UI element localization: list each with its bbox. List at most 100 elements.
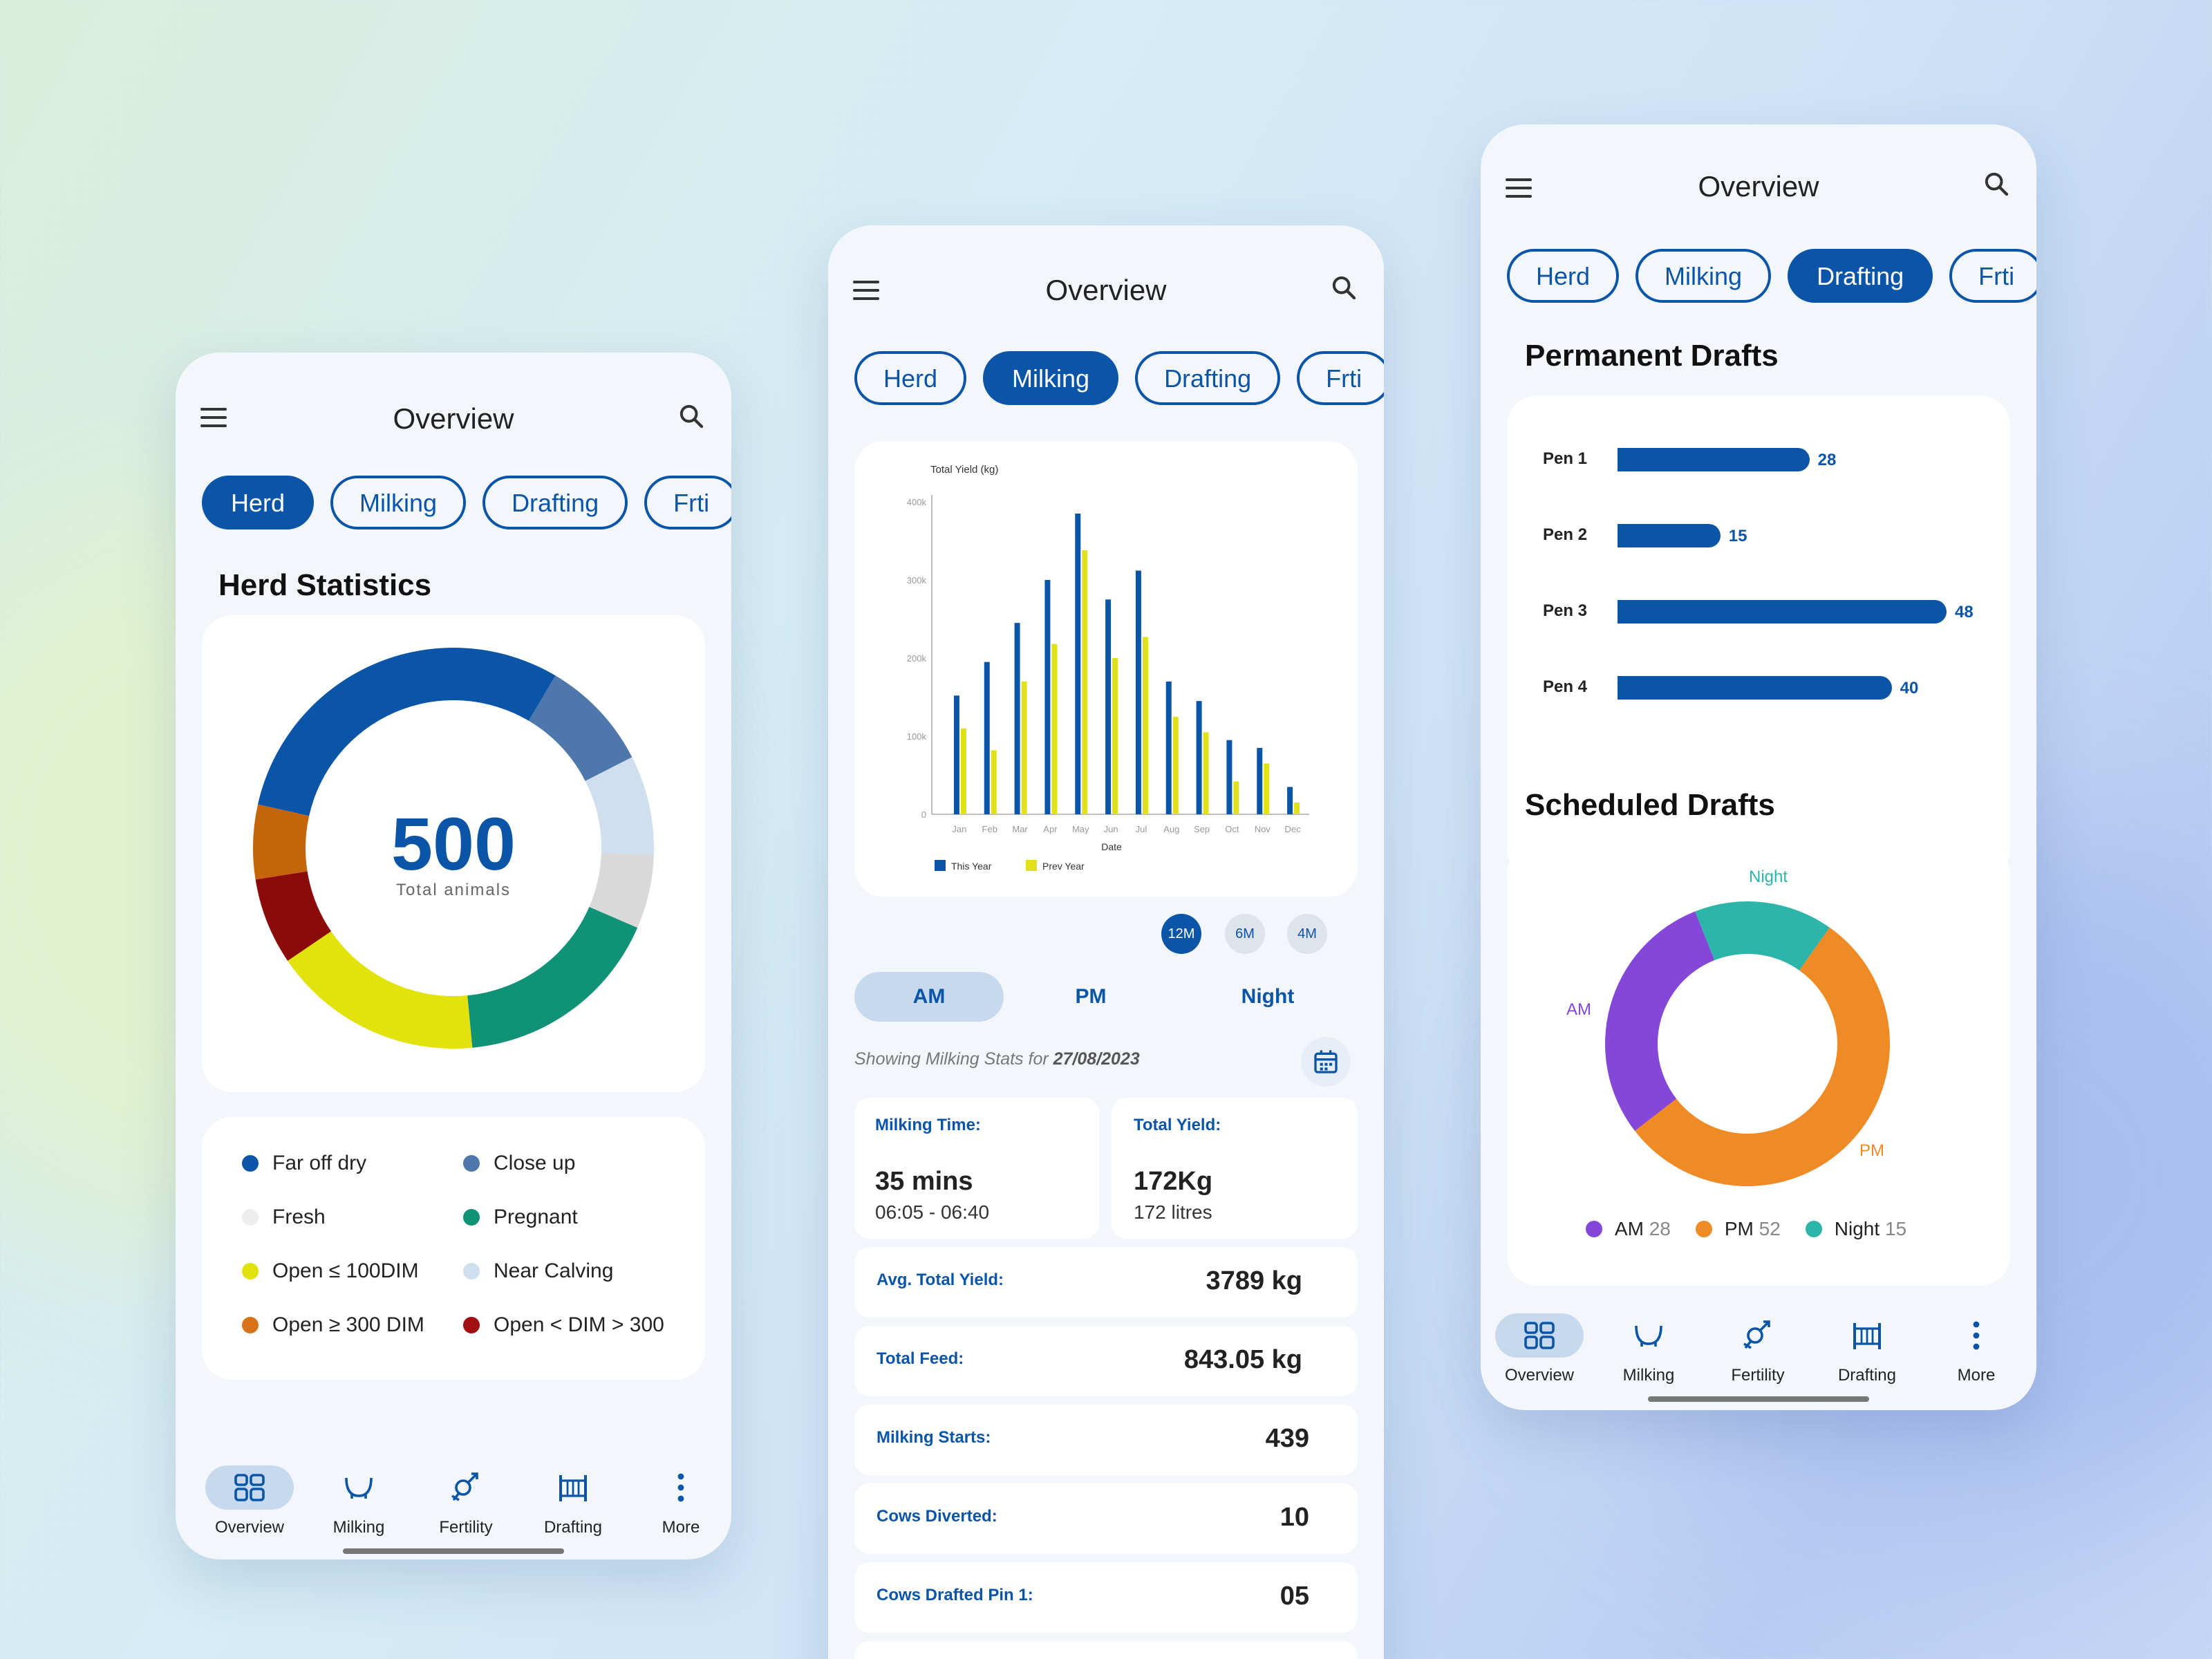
yield-bar [1135, 570, 1141, 814]
legend-label: AM [1614, 1218, 1649, 1239]
pen-bar [1618, 448, 1810, 471]
scheduled-donut-segment [1635, 927, 1890, 1186]
calendar-button[interactable] [1301, 1037, 1351, 1087]
yield-bar [953, 695, 959, 814]
legend-dot-icon [242, 1209, 259, 1226]
legend-label: PM [1724, 1218, 1759, 1239]
period-12m-button[interactable]: 12M [1161, 914, 1201, 954]
tab-herd[interactable]: Herd [854, 351, 967, 405]
x-tick-label: Feb [982, 824, 997, 834]
tab-drafting[interactable]: Drafting [1135, 351, 1281, 405]
total-animals-value: 500 [391, 802, 516, 885]
permanent-drafts-card: Pen 1 28 Pen 2 15 Pen 3 48 Pen 4 40 [1507, 395, 2010, 879]
nav-label: Overview [214, 1518, 285, 1537]
stat-row-value: 10 [1280, 1503, 1309, 1532]
nav-drafting[interactable]: Drafting [521, 1465, 625, 1537]
pen-bar [1618, 676, 1892, 700]
herd-donut-chart [253, 647, 654, 1049]
yield-bar [960, 728, 966, 814]
yield-bar [1257, 747, 1263, 814]
legend-value: 52 [1759, 1218, 1781, 1239]
tab-fertility[interactable]: Frti [1949, 249, 2036, 303]
x-tick-label: Oct [1225, 824, 1239, 834]
stat-row-label: Cows Drafted Pin 1: [877, 1586, 1033, 1604]
legend-item: Near Calving [463, 1259, 613, 1283]
stat-row-label: Avg. Total Yield: [877, 1271, 1004, 1289]
page-title: Overview [1698, 170, 1819, 203]
search-icon[interactable] [1983, 170, 2010, 198]
total-yield-card: Total Yield: 172Kg 172 litres [1112, 1098, 1358, 1239]
tab-milking[interactable]: Milking [983, 351, 1119, 405]
tab-drafting[interactable]: Drafting [482, 476, 628, 529]
legend-dot-icon [463, 1263, 480, 1280]
legend-dot-icon [463, 1209, 480, 1226]
phone-drafting: Overview Herd Milking Drafting Frti Permane… [1481, 124, 2036, 1410]
yield-bar [1203, 732, 1209, 814]
yield-bar [1021, 681, 1027, 814]
nav-label: More [1957, 1366, 1996, 1385]
tab-milking[interactable]: Milking [330, 476, 467, 529]
menu-icon[interactable] [200, 408, 227, 427]
legend-item: Open ≥ 300 DIM [242, 1313, 424, 1337]
pen-label: Pen 2 [1543, 525, 1588, 544]
yield-bar [1287, 787, 1293, 814]
yield-bar [1172, 716, 1179, 814]
tab-bar: Herd Milking Drafting Frti [854, 351, 1384, 405]
period-4m-button[interactable]: 4M [1287, 914, 1327, 954]
tab-fertility[interactable]: Frti [644, 476, 731, 529]
x-tick-label: Apr [1043, 824, 1058, 834]
nav-more[interactable]: More [1924, 1313, 2028, 1385]
x-tick-label: Jan [952, 824, 966, 834]
menu-icon[interactable] [853, 281, 879, 300]
nav-more[interactable]: More [629, 1465, 731, 1537]
nav-milking[interactable]: Milking [1597, 1313, 1700, 1385]
bottom-nav: Overview Milking Fertility Drafting More [176, 1465, 731, 1559]
grid-icon [234, 1474, 265, 1501]
permanent-drafts-chart: Pen 1 28 Pen 2 15 Pen 3 48 Pen 4 40 [1507, 395, 2010, 879]
nav-fertility[interactable]: Fertility [1706, 1313, 1810, 1385]
yield-bar [1105, 599, 1112, 814]
total-yield-label: Total Yield: [1134, 1116, 1221, 1134]
y-tick-label: 400k [907, 497, 927, 507]
milking-time-label: Milking Time: [875, 1116, 981, 1134]
herd-donut-segment [257, 647, 556, 816]
nav-label: Drafting [543, 1518, 603, 1537]
legend-dot-icon [463, 1155, 480, 1172]
search-icon[interactable] [677, 402, 705, 430]
segment-am[interactable]: AM [854, 972, 1004, 1022]
udder-icon [345, 1477, 373, 1499]
legend-value: 28 [1649, 1218, 1671, 1239]
tab-herd[interactable]: Herd [202, 476, 315, 529]
legend-dot-icon [1805, 1221, 1822, 1237]
y-tick-label: 200k [907, 653, 927, 664]
tab-drafting[interactable]: Drafting [1788, 249, 1933, 303]
x-tick-label: Sep [1194, 824, 1210, 834]
nav-fertility[interactable]: Fertility [414, 1465, 518, 1537]
tab-fertility[interactable]: Frti [1297, 351, 1384, 405]
herd-legend-card: Far off dry Close up Fresh Pregnant Open… [202, 1117, 705, 1380]
search-icon[interactable] [1330, 274, 1358, 301]
segment-night[interactable]: Night [1241, 985, 1295, 1008]
legend-swatch [1026, 860, 1037, 871]
stat-row-label: Milking Starts: [877, 1428, 991, 1447]
app-bar: Overview [828, 249, 1384, 332]
pen-bar [1618, 600, 1947, 624]
nav-label: Drafting [1837, 1366, 1897, 1385]
tab-bar: Herd Milking Drafting Frti [1507, 249, 2036, 303]
x-tick-label: Mar [1012, 824, 1028, 834]
nav-overview[interactable]: Overview [198, 1465, 301, 1537]
nav-milking[interactable]: Milking [307, 1465, 411, 1537]
segment-pm[interactable]: PM [1075, 985, 1107, 1008]
legend-dot-icon [463, 1317, 480, 1333]
nav-overview[interactable]: Overview [1488, 1313, 1591, 1385]
nav-drafting[interactable]: Drafting [1815, 1313, 1919, 1385]
legend-item: Night 15 [1805, 1218, 1906, 1239]
slice-label: PM [1859, 1141, 1884, 1160]
menu-icon[interactable] [1506, 178, 1532, 198]
tab-herd[interactable]: Herd [1507, 249, 1620, 303]
yield-bar [1165, 681, 1172, 814]
pen-label: Pen 4 [1543, 677, 1588, 696]
period-6m-button[interactable]: 6M [1225, 914, 1265, 954]
tab-milking[interactable]: Milking [1635, 249, 1772, 303]
yield-bar [1044, 580, 1051, 814]
